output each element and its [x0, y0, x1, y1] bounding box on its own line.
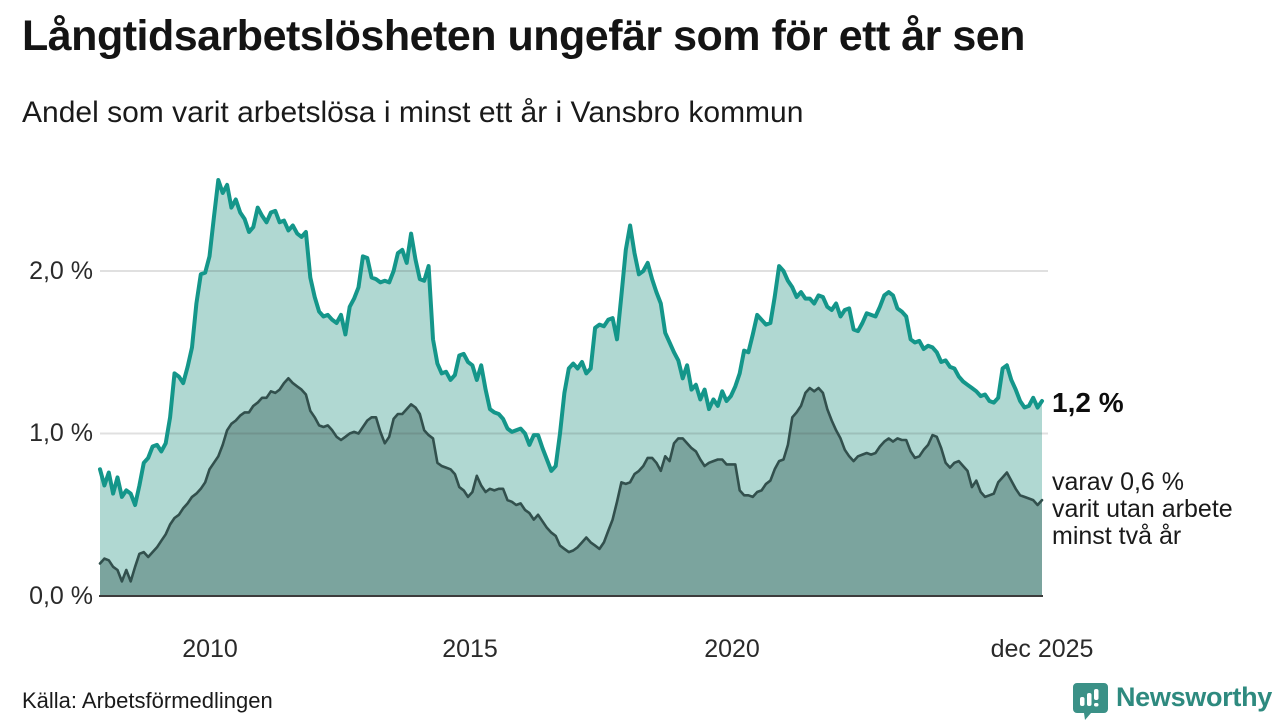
- secondary-annotation-line-3: minst två år: [1052, 522, 1182, 550]
- x-axis-label-2020: 2020: [704, 635, 760, 663]
- secondary-annotation-line-1: varav 0,6 %: [1052, 468, 1185, 496]
- y-axis-label-1pct: 1,0 %: [29, 419, 93, 447]
- latest-value-label: 1,2 %: [1052, 387, 1124, 418]
- page-title: Långtidsarbetslösheten ungefär som för e…: [22, 12, 1025, 60]
- x-axis-label-2015: 2015: [442, 635, 498, 663]
- y-axis-label-2pct: 2,0 %: [29, 257, 93, 285]
- series2-line: [98, 376, 1044, 583]
- newsworthy-wordmark: Newsworthy: [1115, 682, 1272, 712]
- newsworthy-icon: [1072, 682, 1108, 720]
- y-axis-label-0pct: 0,0 %: [29, 582, 93, 610]
- secondary-annotation: varav 0,6 % varit utan arbete minst två …: [1052, 469, 1233, 550]
- x-axis-label-dec-2025: dec 2025: [990, 635, 1094, 663]
- x-axis-label-2010: 2010: [182, 635, 238, 663]
- chart-subtitle: Andel som varit arbetslösa i minst ett å…: [22, 96, 804, 129]
- newsworthy-logo: Newsworthy: [1072, 681, 1272, 720]
- source-note: Källa: Arbetsförmedlingen: [22, 688, 273, 713]
- secondary-annotation-line-2: varit utan arbete: [1052, 495, 1233, 523]
- series1-line: [98, 178, 1044, 507]
- series2-area: [100, 378, 1042, 596]
